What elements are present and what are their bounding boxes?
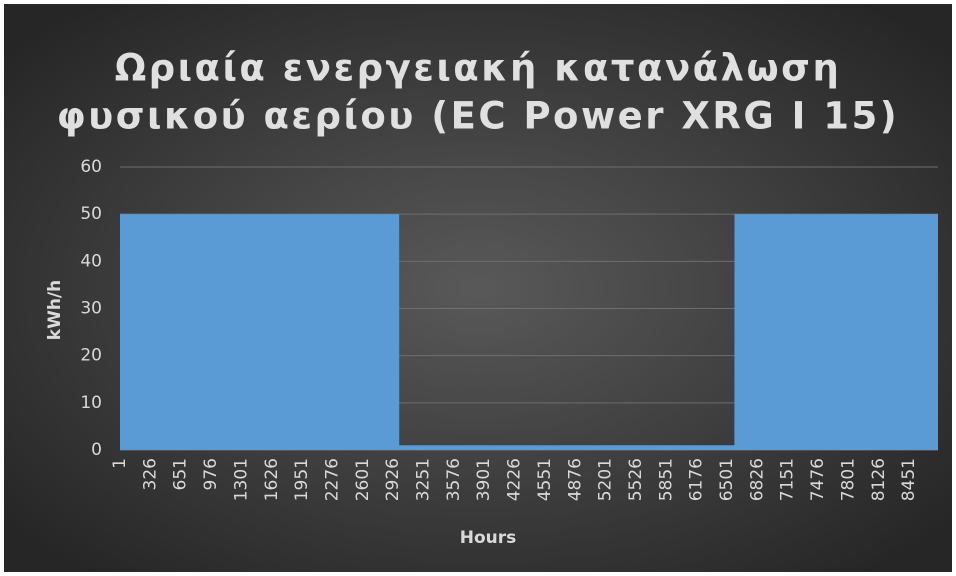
x-tick-label: 7476	[808, 458, 828, 501]
x-axis-title: Hours	[460, 528, 517, 548]
chart-title: Ωριαία ενεργειακή κατανάλωση	[115, 47, 842, 90]
x-tick-label: 6826	[747, 458, 767, 501]
x-tick-label: 1301	[231, 458, 251, 501]
x-tick-label: 3576	[444, 458, 464, 501]
x-tick-label: 7151	[778, 458, 798, 501]
x-tick-label: 3251	[414, 458, 434, 501]
x-tick-label: 2926	[383, 458, 403, 501]
x-tick-label: 1951	[292, 458, 312, 501]
y-tick-label: 30	[80, 299, 102, 319]
y-tick-label: 10	[80, 393, 102, 413]
x-tick-label: 8451	[899, 458, 919, 501]
x-tick-label: 5851	[656, 458, 676, 501]
y-tick-label: 20	[80, 346, 102, 366]
x-tick-label: 1626	[262, 458, 282, 501]
x-tick-label: 5201	[596, 458, 616, 501]
x-tick-label: 2276	[322, 458, 342, 501]
y-tick-label: 60	[80, 157, 102, 177]
x-tick-label: 1	[110, 458, 130, 469]
x-tick-label: 326	[140, 458, 160, 490]
y-tick-label: 0	[91, 440, 102, 460]
x-tick-label: 976	[201, 458, 221, 490]
x-tick-label: 7801	[838, 458, 858, 501]
y-tick-label: 50	[80, 204, 102, 224]
x-tick-label: 4876	[565, 458, 585, 501]
y-axis-title: kWh/h	[45, 280, 65, 340]
x-tick-label: 4551	[535, 458, 555, 501]
x-tick-label: 8126	[869, 458, 889, 501]
x-tick-label: 2601	[353, 458, 373, 501]
x-tick-label: 6501	[717, 458, 737, 501]
x-tick-label: 5526	[626, 458, 646, 501]
y-tick-label: 40	[80, 251, 102, 271]
area	[120, 214, 938, 450]
x-tick-label: 651	[171, 458, 191, 490]
x-tick-label: 6176	[687, 458, 707, 501]
x-tick-label: 3901	[474, 458, 494, 501]
x-tick-label: 4226	[505, 458, 525, 501]
chart-title: φυσικού αερίου (EC Power XRG I 15)	[57, 95, 899, 138]
